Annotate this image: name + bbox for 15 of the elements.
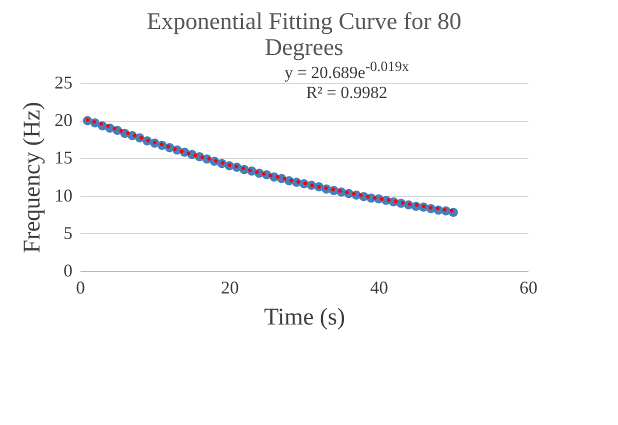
chart-title: Exponential Fitting Curve for 80 Degrees — [146, 9, 462, 61]
y-tick-label: 0 — [64, 260, 72, 280]
x-tick-label: 60 — [520, 278, 538, 298]
annotation: R² = 0.9982 — [306, 83, 388, 103]
y-tick-label: 15 — [54, 148, 72, 168]
x-tick-label: 40 — [370, 278, 388, 298]
y-tick-label: 25 — [54, 72, 72, 92]
text: y = 20.689e$^{-0.019x}$ — [284, 59, 409, 83]
y-axis-title: Frequency (Hz) — [20, 102, 46, 254]
x-tick-label: 0 — [76, 278, 85, 298]
x-axis-title: Time (s) — [264, 304, 346, 330]
y-tick-label: 10 — [54, 185, 72, 206]
y-tick-label: 5 — [64, 222, 72, 243]
x-tick-label: 20 — [220, 278, 239, 298]
y-tick-label: 20 — [54, 110, 72, 130]
